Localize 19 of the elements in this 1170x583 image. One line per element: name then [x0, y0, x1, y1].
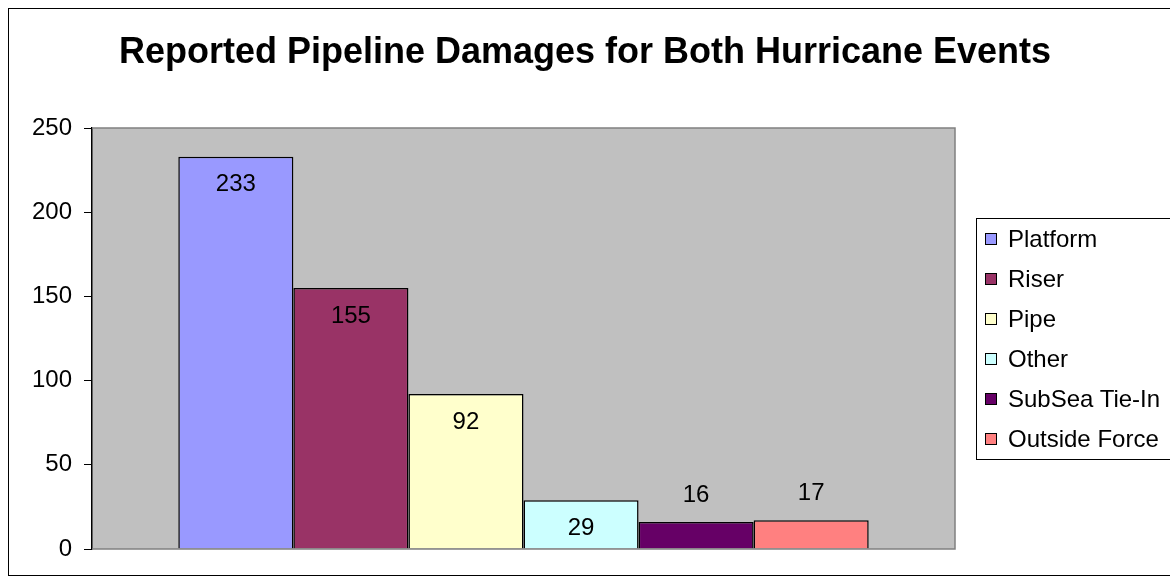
y-tick-label: 100: [31, 365, 72, 393]
data-label: 92: [452, 406, 480, 434]
data-label: 233: [215, 169, 256, 197]
y-tick-label: 200: [31, 196, 72, 224]
legend-label: Other: [1008, 344, 1069, 373]
y-tick-label: 0: [58, 533, 72, 561]
y-tick-label: 150: [31, 281, 72, 309]
y-tick-label: 250: [31, 112, 72, 140]
y-tick-label: 50: [45, 449, 72, 477]
data-label: 29: [567, 512, 595, 540]
legend-label: Outside Force: [1008, 424, 1159, 453]
data-label: 16: [682, 479, 710, 507]
data-label: 155: [330, 300, 371, 328]
legend-label: SubSea Tie-In: [1008, 384, 1161, 413]
legend-label: Platform: [1008, 224, 1098, 253]
data-label: 17: [797, 478, 825, 505]
legend-label: Riser: [1008, 264, 1065, 293]
chart-title: Reported Pipeline Damages for Both Hurricane Events: [118, 29, 1052, 71]
legend-label: Pipe: [1008, 304, 1057, 333]
